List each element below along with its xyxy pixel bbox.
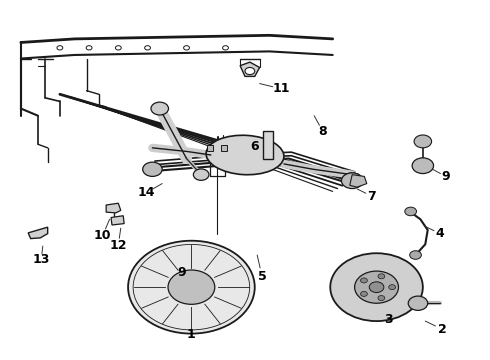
- Circle shape: [361, 278, 368, 283]
- Ellipse shape: [206, 135, 284, 175]
- Bar: [221, 145, 227, 152]
- Circle shape: [369, 282, 384, 293]
- Circle shape: [405, 207, 416, 216]
- Circle shape: [389, 285, 395, 290]
- Text: 6: 6: [250, 140, 259, 153]
- Circle shape: [343, 173, 362, 187]
- Text: 1: 1: [187, 328, 196, 341]
- Text: 9: 9: [177, 266, 186, 279]
- Bar: [263, 131, 273, 159]
- Circle shape: [414, 135, 432, 148]
- Bar: [207, 145, 213, 152]
- Circle shape: [245, 67, 255, 75]
- Text: 2: 2: [438, 323, 447, 336]
- Circle shape: [408, 296, 428, 310]
- Text: 9: 9: [441, 170, 450, 183]
- Text: 13: 13: [33, 253, 50, 266]
- Text: 10: 10: [94, 229, 112, 242]
- Polygon shape: [111, 216, 124, 225]
- Circle shape: [355, 271, 398, 303]
- Text: 12: 12: [110, 239, 127, 252]
- Circle shape: [128, 241, 255, 334]
- Circle shape: [168, 270, 215, 304]
- Circle shape: [410, 251, 421, 259]
- Circle shape: [378, 296, 385, 301]
- Text: 7: 7: [368, 190, 376, 203]
- Circle shape: [194, 169, 209, 180]
- Text: 4: 4: [436, 227, 444, 240]
- Circle shape: [378, 274, 385, 279]
- Text: 8: 8: [318, 125, 327, 138]
- Circle shape: [412, 158, 434, 174]
- Text: 5: 5: [258, 270, 267, 283]
- Polygon shape: [28, 227, 48, 239]
- Circle shape: [342, 173, 363, 189]
- Polygon shape: [240, 62, 260, 76]
- Circle shape: [151, 102, 169, 115]
- Circle shape: [143, 162, 162, 176]
- Polygon shape: [350, 175, 367, 187]
- Circle shape: [330, 253, 423, 321]
- Text: 14: 14: [138, 186, 155, 199]
- Text: 3: 3: [385, 313, 393, 326]
- Circle shape: [361, 291, 368, 296]
- Polygon shape: [106, 203, 121, 213]
- Text: 11: 11: [273, 82, 290, 95]
